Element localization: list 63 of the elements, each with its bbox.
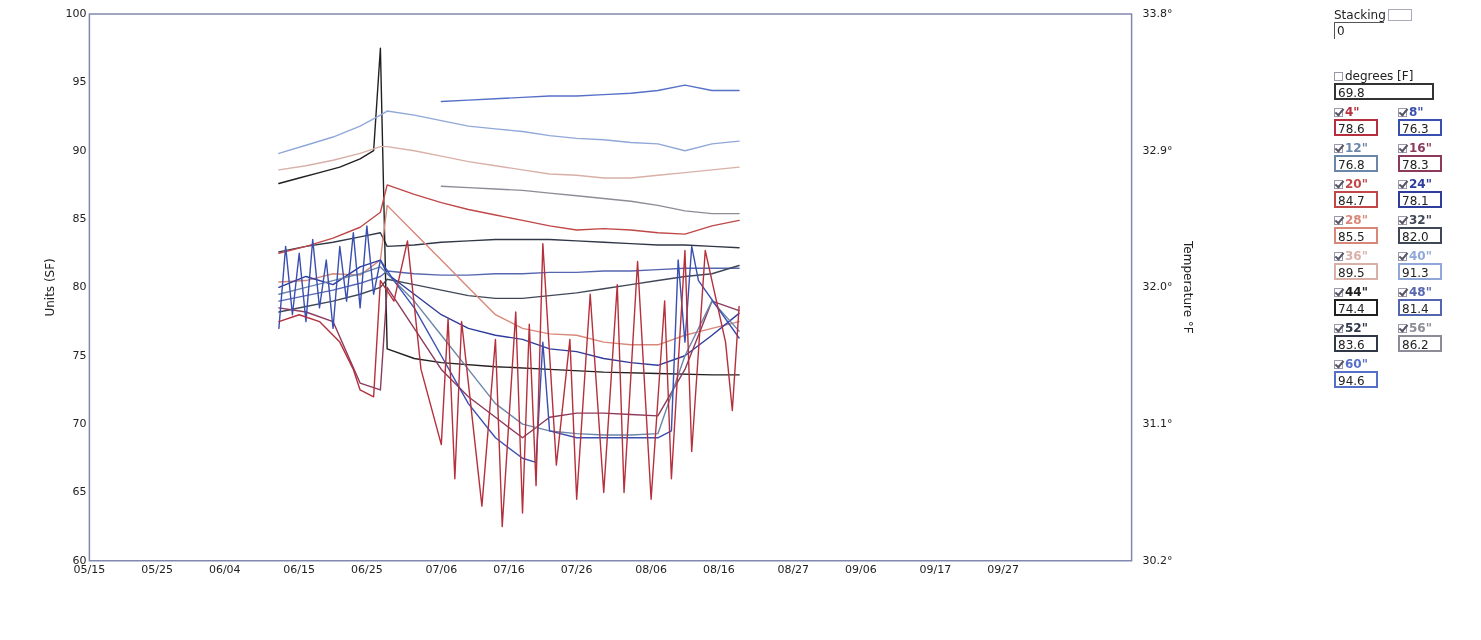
- text: 83.6: [1334, 335, 1378, 352]
- x-tick-label: 06/15: [283, 563, 316, 577]
- x-tick-label: 05/25: [141, 563, 173, 577]
- text: 89.5: [1334, 263, 1378, 280]
- x-tick-label: 07/16: [493, 563, 525, 577]
- text: 81.4: [1398, 299, 1442, 316]
- text: 40": [1409, 249, 1432, 263]
- text: 78.6: [1334, 119, 1378, 136]
- text: 36": [1345, 249, 1368, 263]
- y2-tick-label: 32.9°: [1142, 143, 1173, 157]
- x-tick-label: 08/27: [777, 563, 810, 577]
- text: 56": [1409, 321, 1432, 335]
- x-tick-label: 09/06: [845, 563, 877, 577]
- y-tick-label: 85: [72, 211, 87, 225]
- text: 85.5: [1334, 227, 1378, 244]
- y-tick-label: 95: [72, 75, 87, 89]
- text: 52": [1345, 321, 1368, 335]
- y2-tick-label: 30.2°: [1142, 553, 1173, 567]
- y2-axis-title: Temperature °F: [1180, 240, 1195, 334]
- y-tick-label: 65: [72, 485, 87, 499]
- text: 0: [1334, 22, 1384, 39]
- text: 48": [1409, 285, 1432, 299]
- x-tick-label: 07/26: [560, 563, 593, 577]
- y-tick-label: 75: [72, 348, 87, 362]
- text: 91.3: [1398, 263, 1442, 280]
- text: 16": [1409, 141, 1432, 155]
- y2-tick-label: 31.1°: [1142, 416, 1173, 430]
- y-axis-title: Units (SF): [43, 258, 58, 317]
- text: 4": [1345, 105, 1360, 119]
- x-tick-label: 08/06: [635, 563, 667, 577]
- text: 60": [1345, 357, 1368, 371]
- x-tick-label: 08/16: [702, 563, 735, 577]
- y-tick-label: 100: [65, 6, 87, 20]
- text: Stacking: [1334, 8, 1386, 22]
- text: 76.3: [1398, 119, 1442, 136]
- text: 12": [1345, 141, 1368, 155]
- x-tick-label: 05/15: [73, 563, 106, 577]
- text: 82.0: [1398, 227, 1442, 244]
- y2-tick-label: 33.8°: [1142, 6, 1173, 20]
- text: 32": [1409, 213, 1432, 227]
- y-tick-label: 70: [72, 416, 87, 430]
- text: degrees [F]: [1345, 69, 1414, 83]
- text: 24": [1409, 177, 1432, 191]
- text: 76.8: [1334, 155, 1378, 172]
- y-tick-label: 80: [72, 280, 87, 294]
- text: 78.3: [1398, 155, 1442, 172]
- text: 69.8: [1334, 83, 1434, 100]
- y-tick-label: 90: [72, 143, 87, 157]
- text: 94.6: [1334, 371, 1378, 388]
- text: 74.4: [1334, 299, 1378, 316]
- text: 20": [1345, 177, 1368, 191]
- x-tick-label: 09/27: [987, 563, 1019, 577]
- text: 28": [1345, 213, 1368, 227]
- text: 86.2: [1398, 335, 1442, 352]
- x-tick-label: 09/17: [919, 563, 952, 577]
- text: 84.7: [1334, 191, 1378, 208]
- x-tick-label: 06/25: [351, 563, 383, 577]
- text: 78.1: [1398, 191, 1442, 208]
- x-tick-label: 06/04: [208, 563, 241, 577]
- text: 8": [1409, 105, 1424, 119]
- text: 44": [1345, 285, 1368, 299]
- x-tick-label: 07/06: [425, 563, 458, 577]
- y2-tick-label: 32.0°: [1142, 280, 1173, 294]
